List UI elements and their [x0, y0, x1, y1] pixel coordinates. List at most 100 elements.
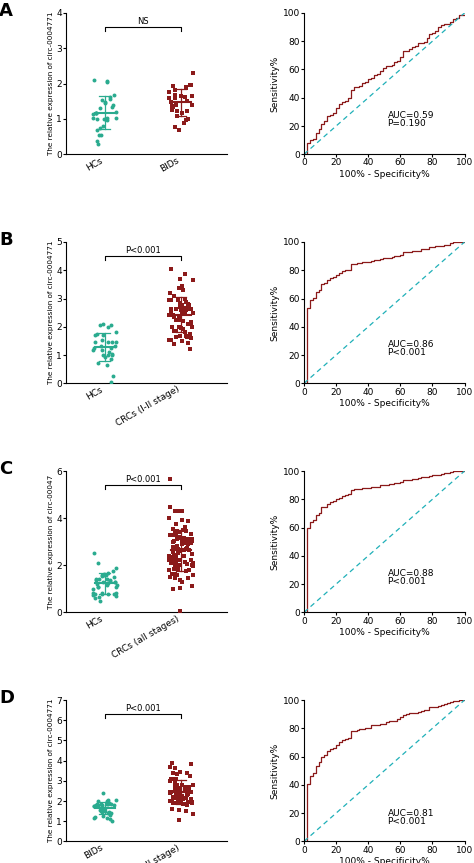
- Point: [182, 534, 190, 548]
- Point: [188, 785, 195, 799]
- Point: [166, 786, 173, 800]
- Point: [99, 568, 106, 582]
- Point: [165, 563, 173, 576]
- Point: [181, 91, 188, 104]
- Y-axis label: Sensitivity%: Sensitivity%: [271, 513, 280, 570]
- Point: [174, 795, 182, 809]
- Point: [165, 308, 173, 322]
- Point: [176, 273, 184, 287]
- Point: [99, 587, 106, 601]
- Point: [178, 299, 186, 312]
- Point: [101, 801, 109, 815]
- Point: [188, 796, 196, 809]
- Point: [94, 580, 102, 594]
- Point: [171, 83, 179, 97]
- Point: [169, 551, 177, 565]
- Point: [173, 524, 180, 538]
- Point: [182, 536, 189, 550]
- Point: [98, 129, 105, 142]
- Point: [182, 542, 190, 556]
- Point: [98, 797, 105, 810]
- Point: [182, 329, 190, 343]
- Point: [183, 788, 191, 802]
- Point: [104, 576, 111, 590]
- Point: [181, 782, 188, 796]
- Point: [170, 583, 177, 596]
- Point: [181, 797, 188, 810]
- Point: [188, 557, 196, 571]
- Point: [103, 75, 111, 89]
- Point: [98, 93, 105, 107]
- Point: [178, 307, 185, 321]
- Point: [186, 770, 193, 784]
- Point: [172, 120, 179, 134]
- Point: [109, 347, 116, 361]
- Point: [107, 352, 114, 366]
- Text: A: A: [0, 2, 13, 20]
- Point: [176, 573, 183, 587]
- Point: [99, 809, 106, 822]
- Point: [168, 784, 175, 798]
- Point: [98, 333, 106, 347]
- Point: [188, 795, 196, 809]
- Point: [106, 812, 113, 826]
- Point: [182, 535, 190, 549]
- Point: [105, 344, 113, 358]
- Point: [93, 327, 101, 341]
- Point: [182, 791, 189, 805]
- Point: [92, 106, 100, 120]
- Point: [170, 551, 177, 564]
- Text: P<0.001: P<0.001: [387, 817, 426, 827]
- Point: [113, 580, 120, 594]
- Point: [167, 306, 174, 319]
- Point: [166, 501, 173, 514]
- Point: [103, 578, 110, 592]
- Point: [106, 92, 113, 106]
- Point: [183, 766, 191, 780]
- Point: [171, 571, 179, 585]
- Text: AUC=0.81: AUC=0.81: [387, 809, 434, 818]
- Point: [175, 312, 183, 325]
- Point: [165, 85, 173, 98]
- Point: [166, 760, 174, 774]
- Point: [184, 538, 192, 551]
- Point: [183, 330, 191, 343]
- Point: [111, 575, 118, 589]
- Point: [169, 791, 177, 804]
- Point: [173, 784, 181, 797]
- Point: [187, 792, 195, 806]
- Point: [105, 797, 113, 810]
- Point: [184, 336, 192, 350]
- Point: [188, 331, 195, 345]
- Point: [187, 553, 195, 567]
- Point: [172, 787, 180, 801]
- Point: [110, 798, 118, 812]
- Point: [90, 799, 98, 813]
- Point: [188, 302, 195, 316]
- Point: [99, 328, 107, 342]
- Point: [181, 116, 188, 129]
- Point: [188, 89, 196, 103]
- Point: [103, 795, 110, 809]
- Point: [109, 564, 117, 578]
- Point: [176, 813, 183, 827]
- Point: [101, 97, 109, 110]
- Point: [173, 532, 180, 545]
- Point: [171, 528, 178, 542]
- Point: [182, 295, 190, 309]
- Point: [175, 796, 183, 809]
- Point: [112, 335, 120, 349]
- Point: [94, 798, 101, 812]
- Point: [111, 339, 119, 353]
- Point: [101, 804, 109, 818]
- Text: AUC=0.59: AUC=0.59: [387, 110, 434, 120]
- Point: [167, 306, 175, 319]
- Point: [99, 318, 106, 331]
- Point: [171, 553, 178, 567]
- Point: [170, 310, 178, 324]
- Point: [175, 558, 182, 572]
- Point: [167, 302, 174, 316]
- Point: [172, 313, 179, 327]
- Point: [167, 556, 175, 570]
- Point: [190, 568, 197, 582]
